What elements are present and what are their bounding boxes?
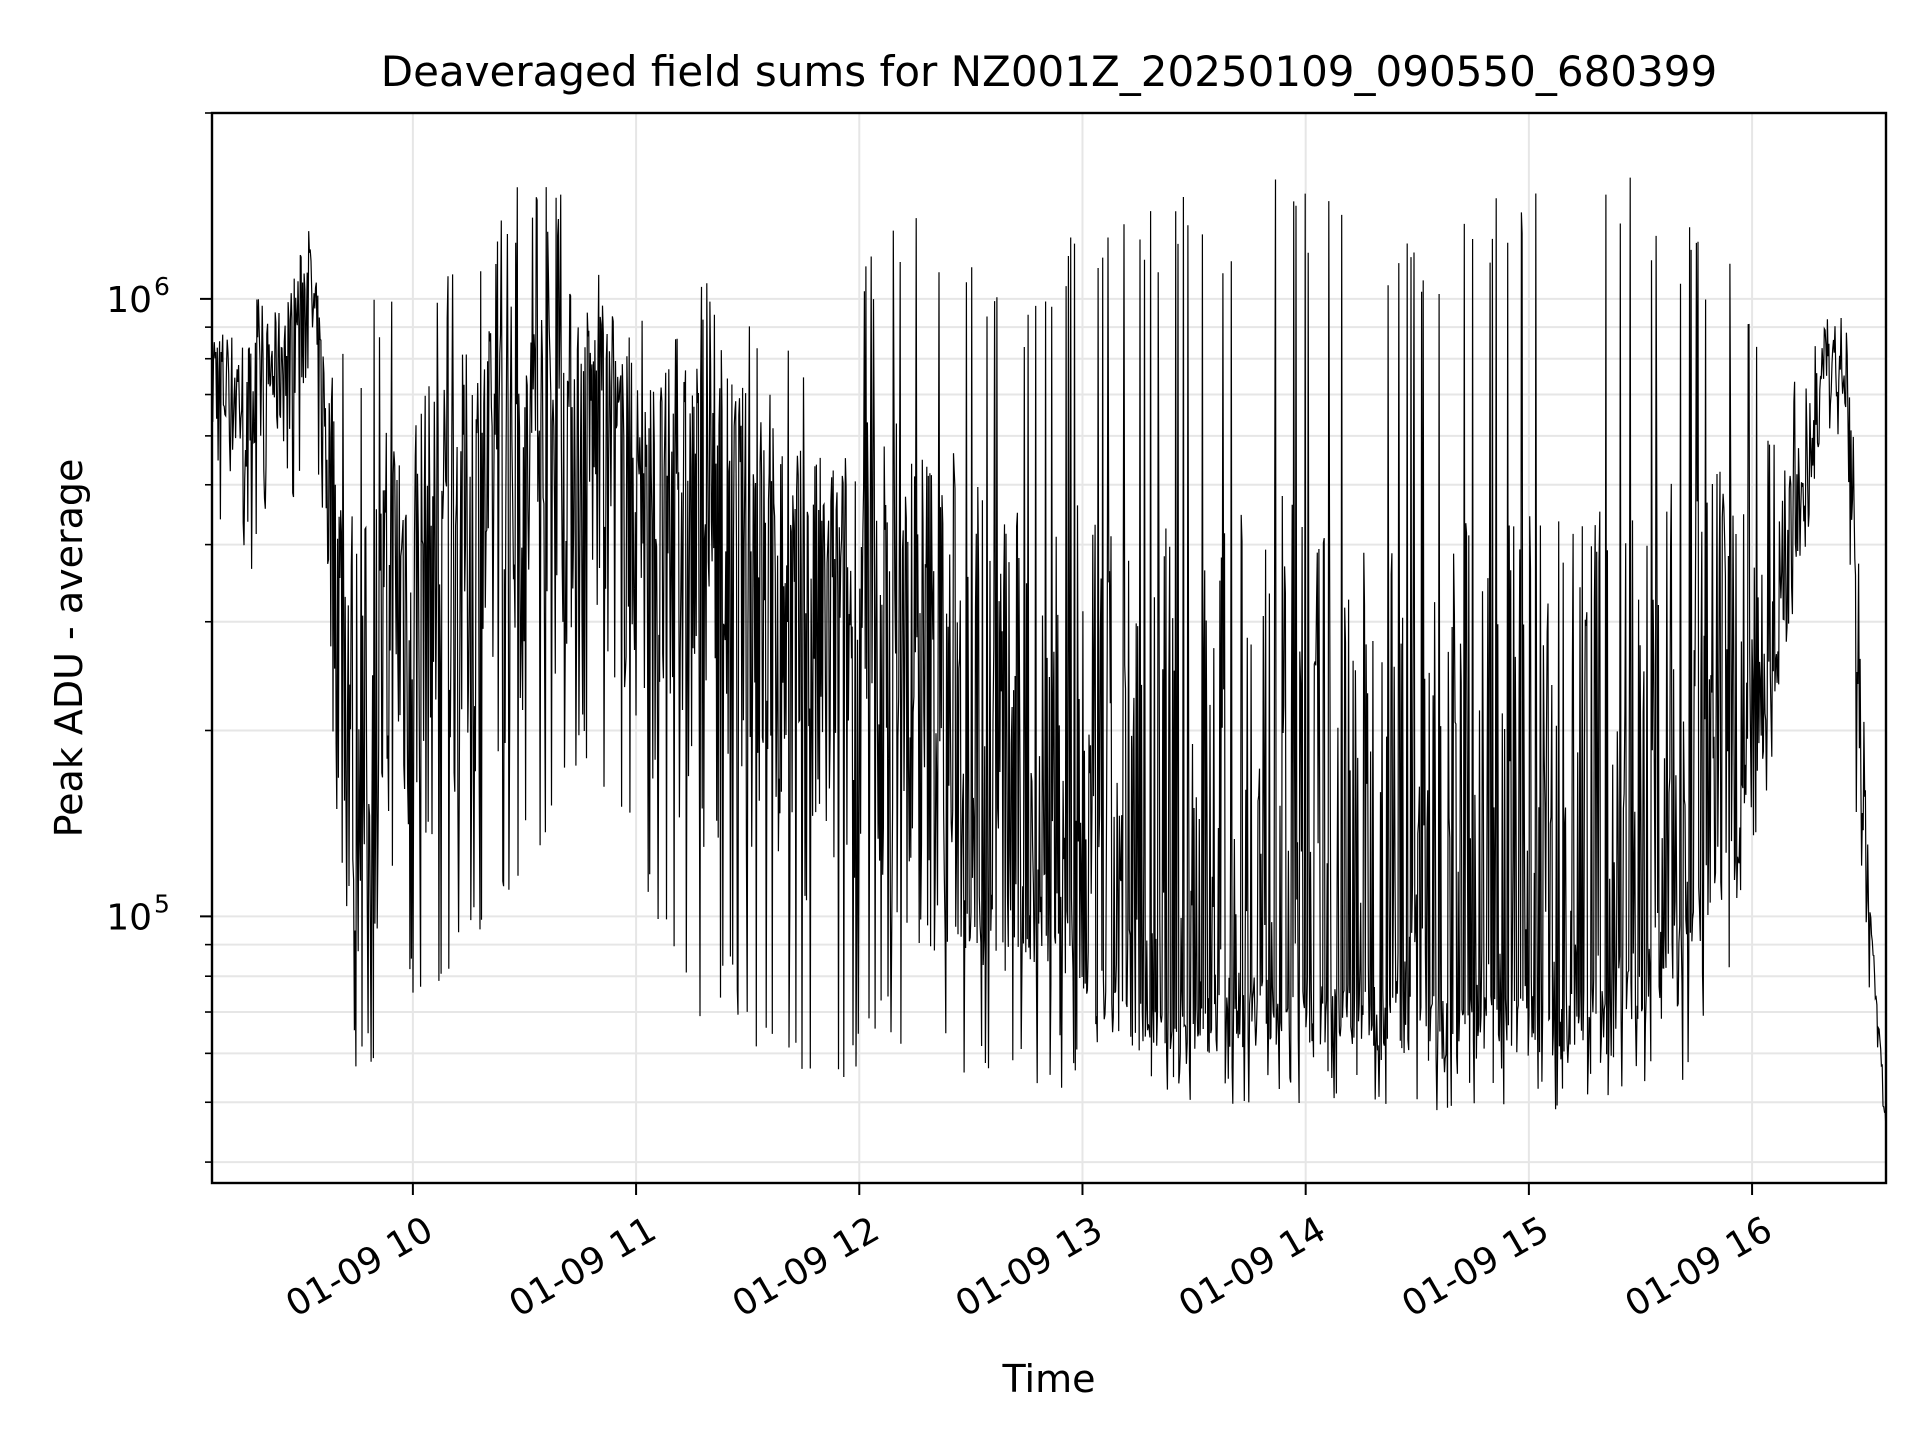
series-line-0	[211, 177, 1887, 1132]
x-tick-label: 01-09 15	[1395, 1209, 1556, 1325]
chart-title: Deaveraged field sums for NZ001Z_2025010…	[381, 47, 1717, 96]
x-tick-label: 01-09 10	[279, 1209, 440, 1325]
x-axis: 01-09 10 01-09 11 01-09 12 01-09 13 01-09 14…	[279, 1183, 1779, 1326]
x-tick-label: 01-09 14	[1172, 1209, 1333, 1325]
plot-frame	[210, 111, 1888, 1185]
y-tick-exponent: 6	[154, 272, 170, 301]
x-axis-label: Time	[1002, 1357, 1096, 1401]
y-tick-label: 10	[106, 280, 152, 321]
x-tick-label: 01-09 11	[503, 1209, 664, 1325]
x-tick-label: 01-09 12	[726, 1209, 887, 1325]
y-tick-label: 10	[106, 897, 152, 938]
y-tick-exponent: 5	[154, 889, 170, 918]
plot-area	[211, 177, 1887, 1132]
y-axis-label: Peak ADU - average	[47, 459, 91, 838]
x-tick-label: 01-09 13	[949, 1209, 1110, 1325]
grid	[212, 112, 1886, 1183]
x-tick-label: 01-09 16	[1619, 1209, 1780, 1325]
